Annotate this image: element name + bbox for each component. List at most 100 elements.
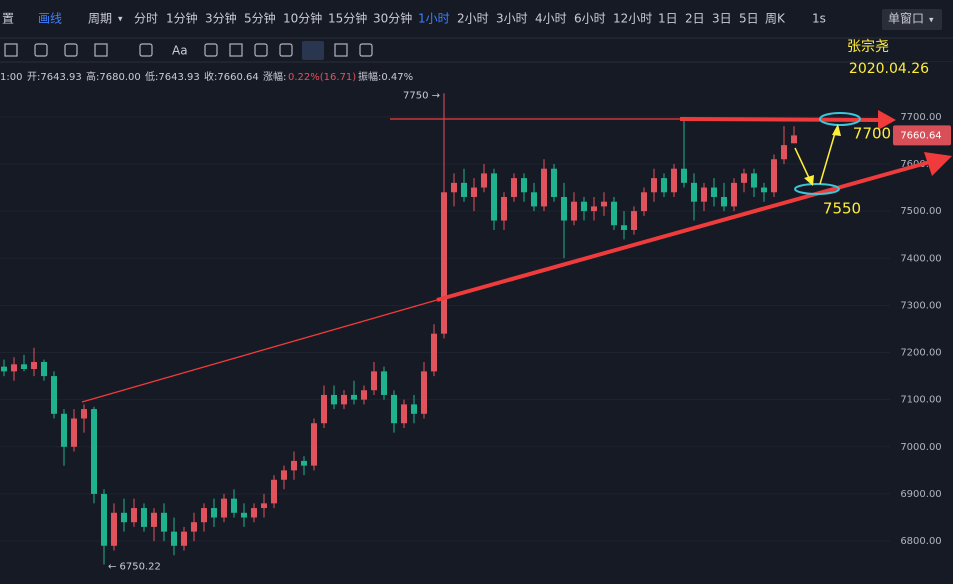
toolbar-item[interactable]: 1分钟 [166, 11, 198, 26]
candle-body [51, 376, 57, 414]
candle-body [441, 192, 447, 334]
candle-body [81, 409, 87, 419]
candle-body [131, 508, 137, 523]
candle-body [141, 508, 147, 527]
candle-body [191, 522, 197, 532]
toolbar-item[interactable]: 1小时 [418, 12, 450, 26]
candle-body [621, 225, 627, 230]
toolbar-item[interactable]: 5分钟 [244, 11, 276, 26]
tool-icon[interactable] [94, 43, 108, 57]
toolbar-item[interactable]: 画线 [38, 12, 62, 26]
y-tick-label: 7100.00 [900, 395, 941, 406]
candle-body [471, 187, 477, 197]
info-item: 开:7643.93 [27, 72, 82, 83]
candle-body [561, 196, 567, 221]
annotation: 张宗尧 [847, 39, 889, 55]
candle-body [551, 168, 557, 197]
toolbar-item[interactable]: 12小时 [613, 12, 652, 26]
candle-body [731, 182, 737, 207]
toolbar-item[interactable]: 30分钟 [373, 11, 412, 26]
candle-body [261, 503, 267, 509]
info-item: 涨幅: [263, 70, 286, 83]
candle-body [351, 394, 357, 400]
tool-active[interactable] [302, 41, 324, 60]
candle-body [11, 364, 17, 372]
candle-body [711, 187, 717, 197]
candle-body [491, 173, 497, 221]
toolbar-item[interactable]: 3日 [712, 12, 732, 26]
candle-body [161, 512, 167, 532]
candle-body [71, 418, 77, 447]
tool-icon[interactable] [254, 43, 268, 57]
toolbar-item[interactable]: 置 [2, 12, 14, 26]
tool-icon[interactable] [229, 43, 243, 57]
candle-body [241, 512, 247, 518]
info-item: 低:7643.93 [145, 70, 200, 83]
trend-thin [81, 299, 438, 403]
candle-body [371, 371, 377, 391]
y-tick-label: 7500.00 [900, 206, 941, 217]
candle-body [581, 201, 587, 212]
toolbar-item[interactable]: 周K [765, 12, 786, 26]
tool-icon[interactable] [139, 43, 153, 57]
candle-body [21, 364, 27, 370]
candle-body [401, 404, 407, 424]
candle-body [201, 508, 207, 523]
candle-body [461, 182, 467, 197]
tool-icon[interactable] [4, 43, 18, 57]
tool-icon[interactable] [334, 43, 348, 57]
arrowhead [924, 152, 952, 176]
toolbar-item[interactable]: 2日 [685, 12, 705, 26]
y-tick-label: 7200.00 [900, 348, 941, 359]
window-button[interactable] [882, 9, 942, 30]
tool-icon[interactable] [34, 43, 48, 57]
annotation: 7700 [853, 125, 891, 143]
candle-body [31, 361, 37, 370]
tool-icon[interactable] [359, 43, 373, 57]
candle-body [741, 173, 747, 183]
tool-icon[interactable] [64, 43, 78, 57]
toolbar-caret: ▾ [929, 16, 934, 26]
candle-body [1, 366, 7, 372]
support-ellipse [794, 183, 840, 195]
candle-body [301, 460, 307, 466]
candle-body [641, 192, 647, 212]
candle-body [171, 531, 177, 546]
candle-body [591, 206, 597, 212]
toolbar-item[interactable]: 15分钟 [328, 11, 367, 26]
high-label: 7750 → [403, 90, 440, 101]
tool-icon[interactable] [204, 43, 218, 57]
tool-icon[interactable] [279, 43, 293, 57]
y-tick-label: 7300.00 [900, 300, 941, 311]
toolbar-item[interactable]: 4小时 [535, 12, 567, 26]
candle-body [111, 512, 117, 546]
candle-body [251, 508, 257, 518]
toolbar-item[interactable]: 分时 [134, 12, 158, 26]
toolbar-item[interactable]: 5日 [739, 12, 759, 26]
toolbar-item[interactable]: 3分钟 [205, 11, 237, 26]
toolbar-item[interactable]: 2小时 [457, 12, 489, 26]
toolbar-item[interactable]: 10分钟 [283, 11, 322, 26]
tool-label[interactable]: Aa [172, 44, 188, 58]
candle-body [701, 187, 707, 202]
candle-body [341, 394, 347, 405]
candle-body [721, 196, 727, 207]
toolbar-caret: ▾ [118, 15, 123, 25]
candle-body [661, 178, 667, 193]
toolbar-item[interactable]: 3小时 [496, 12, 528, 26]
toolbar-item[interactable]: 6小时 [574, 12, 606, 26]
y-tick-label: 7000.00 [900, 442, 941, 453]
candle-body [691, 182, 697, 202]
candle-body [451, 182, 457, 193]
candle-body [601, 201, 607, 207]
y-tick-label: 7400.00 [900, 253, 941, 264]
candle-body [751, 173, 757, 188]
toolbar-item[interactable]: 1s [812, 12, 826, 26]
toolbar-item[interactable]: 单窗口 [888, 12, 924, 26]
toolbar-item[interactable]: 1日 [658, 12, 678, 26]
candle-body [671, 168, 677, 193]
toolbar-item[interactable]: 周期 [88, 12, 112, 26]
toolbar-bg [0, 0, 953, 38]
arrowhead [878, 110, 896, 130]
